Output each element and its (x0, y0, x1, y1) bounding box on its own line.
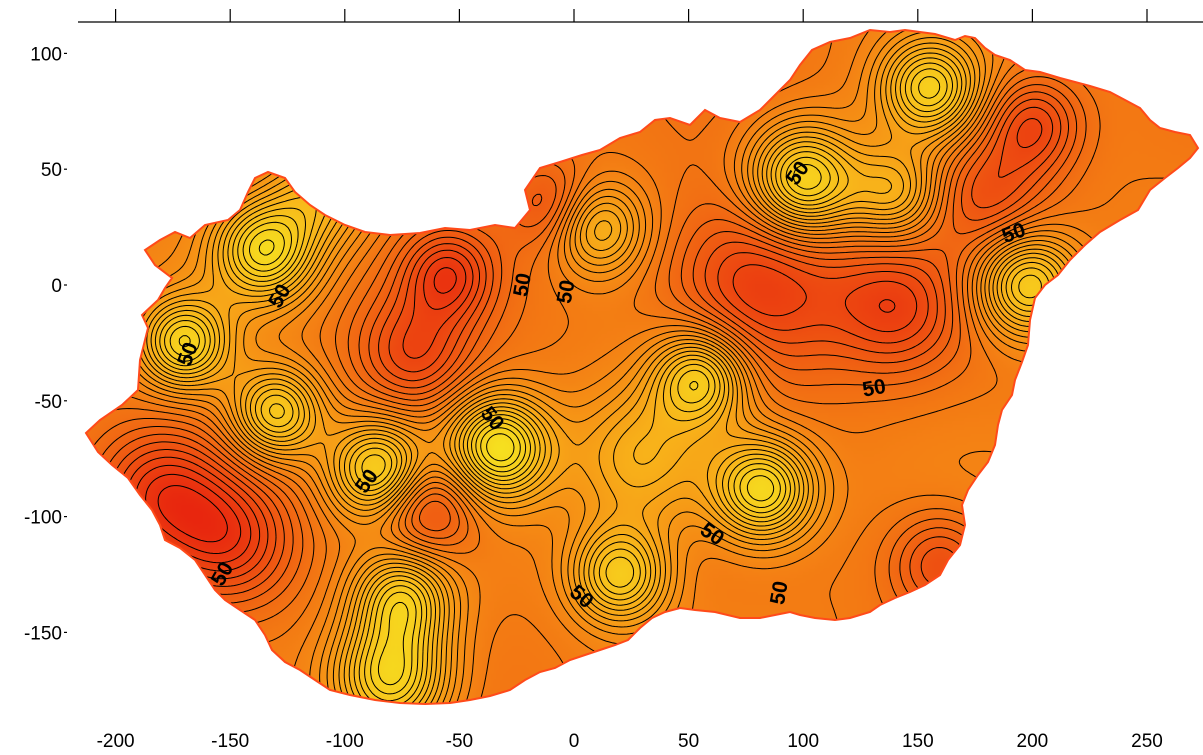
y-axis: 100 50 0 -50 -100 -150 (24, 44, 67, 644)
y-tick-label-5: -150 (24, 623, 62, 644)
x-tick-label-0: -200 (97, 731, 135, 752)
x-tick-label-7: 150 (902, 731, 934, 752)
x-tick-label-3: -50 (446, 731, 473, 752)
x-tick-label-4: 0 (569, 731, 580, 752)
x-axis: -200 -150 -100 -50 0 50 100 150 200 250 (97, 731, 1163, 752)
contour-line-23 (169, 76, 941, 695)
y-tick-label-0: 100 (30, 44, 62, 65)
contour-line-22 (164, 68, 1042, 702)
contour-line-1 (157, 485, 228, 543)
x-tick-label-6: 100 (787, 731, 819, 752)
contour-line-17 (141, 42, 1072, 704)
y-tick-label-3: -50 (35, 392, 62, 413)
y-tick-label-1: 50 (41, 160, 62, 181)
x-tick-label-1: -150 (211, 731, 249, 752)
contour-label-4: 50 (509, 271, 536, 298)
y-tick-label-2: 0 (51, 276, 62, 297)
x-tick-label-8: 200 (1017, 731, 1049, 752)
contour-label-5: 50 (553, 278, 580, 305)
contour-label-12: 50 (766, 579, 793, 606)
x-tick-label-5: 50 (678, 731, 699, 752)
x-tick-label-9: 250 (1131, 731, 1163, 752)
contour-label-7: 50 (861, 375, 888, 402)
contour-line-19 (150, 52, 1061, 704)
contour-line-6 (109, 98, 1062, 587)
y-tick-label-4: -100 (24, 508, 62, 529)
x-tick-label-2: -100 (326, 731, 364, 752)
country-outline (84, 28, 1200, 706)
contour-line-25 (258, 239, 515, 462)
contour-line-21 (159, 62, 1050, 704)
contour-line-20 (154, 57, 1056, 704)
top-axis-ticks (114, 9, 1148, 22)
contour-line-24 (178, 229, 775, 686)
top-axis (78, 9, 1203, 23)
contour-line-18 (146, 47, 1066, 704)
